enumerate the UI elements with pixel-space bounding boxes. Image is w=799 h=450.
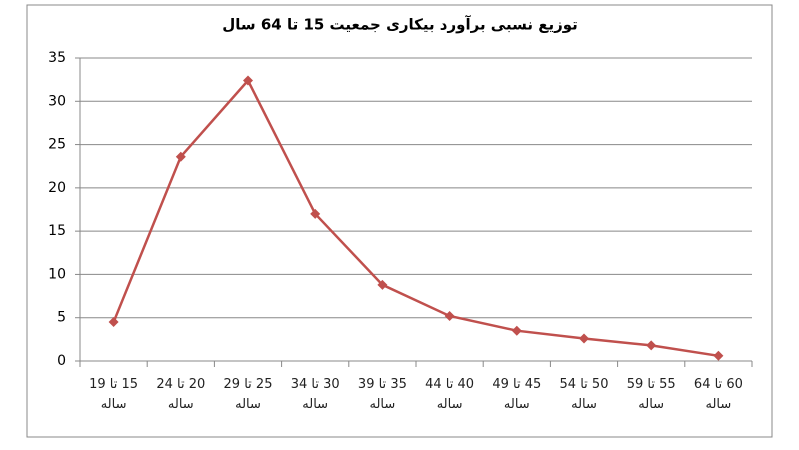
x-tick-label: 35 تا 39 ساله bbox=[357, 377, 407, 412]
x-tick-label: 25 تا 29 ساله bbox=[223, 377, 273, 412]
marker bbox=[511, 325, 522, 336]
marker bbox=[444, 310, 455, 321]
marker bbox=[646, 340, 657, 351]
x-tick-label: 30 تا 34 ساله bbox=[290, 377, 340, 412]
y-tick-label: 35 bbox=[48, 50, 66, 66]
x-tick-label: 40 تا 44 ساله bbox=[425, 377, 475, 412]
y-tick-label: 0 bbox=[57, 353, 66, 369]
x-tick-label: 50 تا 54 ساله bbox=[559, 377, 609, 412]
y-tick-label: 25 bbox=[48, 137, 66, 153]
chart-border bbox=[26, 4, 773, 438]
marker bbox=[108, 317, 119, 328]
marker bbox=[579, 333, 589, 344]
x-tick-label: 20 تا 24 ساله bbox=[156, 377, 206, 412]
marker bbox=[243, 75, 253, 86]
chart-title: توزیع نسبی برآورد بیکاری جمعیت 15 تا 64 … bbox=[222, 16, 578, 34]
marker bbox=[175, 151, 186, 162]
y-tick-label: 15 bbox=[48, 223, 66, 239]
y-tick-label: 30 bbox=[48, 93, 66, 109]
marker bbox=[377, 279, 388, 290]
line bbox=[112, 78, 719, 358]
y-tick-label: 20 bbox=[48, 180, 66, 196]
x-tick-label: 45 تا 49 ساله bbox=[492, 377, 542, 412]
marker bbox=[713, 350, 724, 361]
marker bbox=[310, 208, 321, 219]
x-tick-label: 60 تا 64 ساله bbox=[693, 377, 743, 412]
y-tick-label: 10 bbox=[48, 266, 66, 282]
y-tick-label: 5 bbox=[57, 310, 66, 326]
x-tick-label: 55 تا 59 ساله bbox=[626, 377, 676, 412]
x-tick-label: 15 تا 19 ساله bbox=[89, 377, 139, 412]
